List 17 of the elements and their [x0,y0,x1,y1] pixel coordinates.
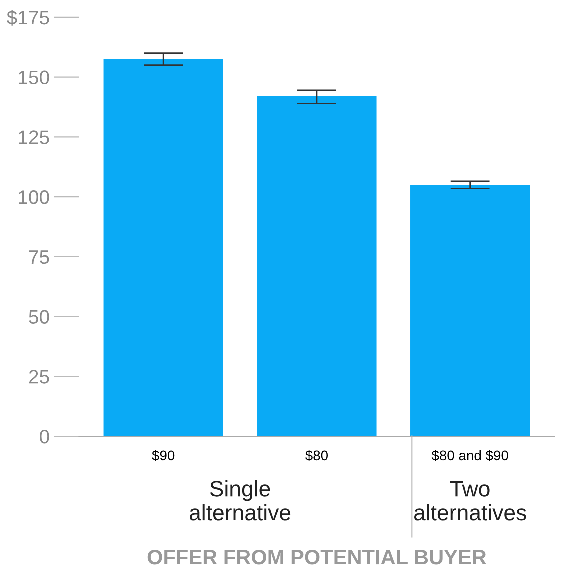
y-tick-label: 150 [19,70,50,85]
text: Single alternative [190,480,291,521]
x-tick-label: $80 [306,450,328,462]
y-tick-label: 75 [29,250,50,264]
x-tick-label: $80 and $90 [432,450,508,462]
bar [104,59,224,436]
y-tick-label: 0 [40,430,50,444]
bar [257,96,377,436]
y-tick-label: 50 [29,310,50,324]
y-tick-label: 125 [19,130,50,144]
bar [410,185,530,436]
y-tick-label: 100 [19,190,50,204]
y-tick-label: 25 [29,370,50,384]
x-tick-label: $90 [152,450,175,462]
x-axis-title: OFFER FROM POTENTIAL BUYER [148,550,486,565]
y-tick-label: $175 [7,10,50,26]
text: Two alternatives [414,481,526,521]
